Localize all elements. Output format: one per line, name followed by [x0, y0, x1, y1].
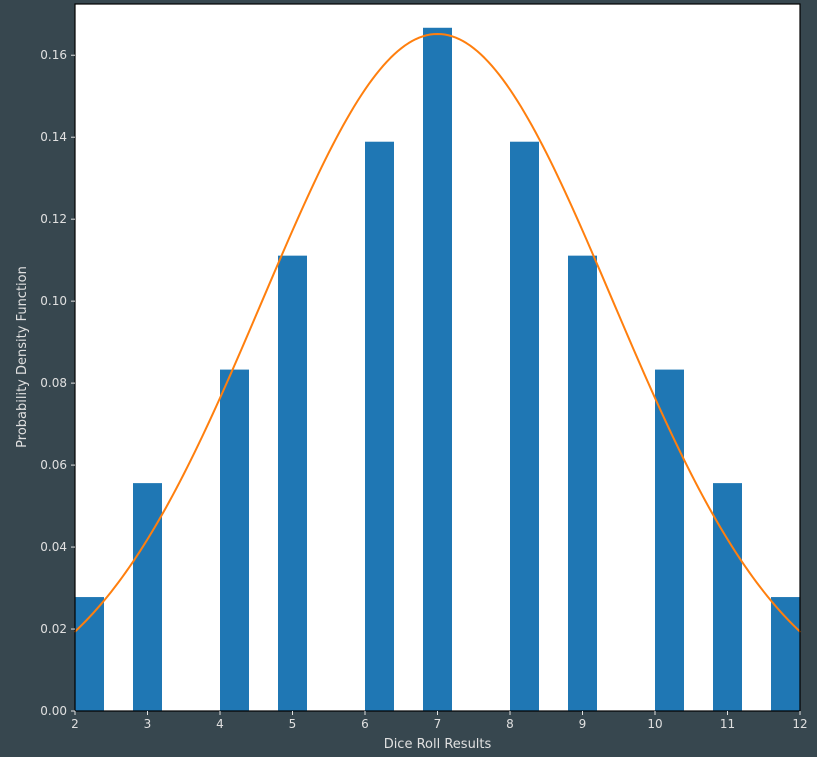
histogram-bar	[278, 255, 307, 711]
y-tick-label: 0.10	[40, 294, 67, 308]
x-tick-label: 10	[647, 717, 662, 731]
x-tick-label: 9	[579, 717, 587, 731]
x-tick-label: 12	[792, 717, 807, 731]
histogram-bar	[365, 141, 394, 711]
x-tick-label: 8	[506, 717, 514, 731]
x-axis-ticks: 2 3 4 5 6 7 8 9 10 11 12	[71, 711, 808, 731]
y-axis-ticks: 0.00 0.02 0.04 0.06 0.08 0.10 0.12 0.14 0.16	[40, 48, 75, 718]
normal-curve-line	[74, 32, 801, 633]
histogram-bar	[423, 27, 452, 711]
x-axis-label: Dice Roll Results	[384, 737, 492, 752]
histogram-bar	[75, 597, 104, 711]
histogram-bar	[771, 597, 800, 711]
x-tick-label: 2	[71, 717, 79, 731]
histogram-bars	[75, 27, 800, 711]
y-tick-label: 0.06	[40, 458, 67, 472]
y-tick-label: 0.00	[40, 704, 67, 718]
y-tick-label: 0.14	[40, 130, 67, 144]
histogram-bar	[133, 483, 162, 711]
y-tick-label: 0.08	[40, 376, 67, 390]
histogram-bar	[568, 255, 597, 711]
y-tick-label: 0.02	[40, 622, 67, 636]
x-tick-label: 3	[144, 717, 152, 731]
y-tick-label: 0.04	[40, 540, 67, 554]
x-tick-label: 7	[434, 717, 442, 731]
y-tick-label: 0.16	[40, 48, 67, 62]
histogram-bar	[220, 369, 249, 711]
y-axis-label: Probability Density Function	[15, 266, 30, 448]
histogram-bar	[713, 483, 742, 711]
x-tick-label: 4	[216, 717, 224, 731]
y-tick-label: 0.12	[40, 212, 67, 226]
x-tick-label: 6	[361, 717, 369, 731]
x-tick-label: 5	[289, 717, 297, 731]
x-tick-label: 11	[720, 717, 735, 731]
histogram-bar	[510, 141, 539, 711]
histogram-bar	[655, 369, 684, 711]
